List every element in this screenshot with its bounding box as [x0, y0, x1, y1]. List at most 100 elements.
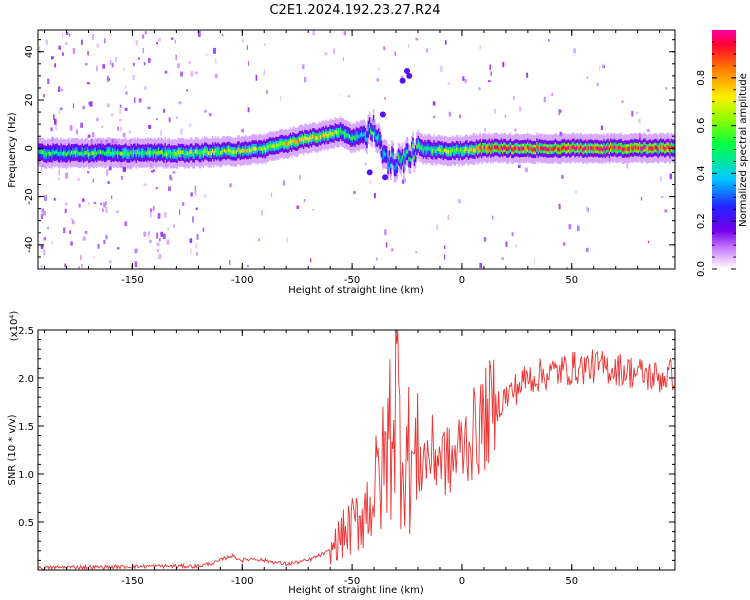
heatmap-cell — [204, 149, 206, 153]
heatmap-cell — [169, 174, 172, 180]
heatmap-cell — [499, 147, 501, 151]
heatmap-cell — [641, 146, 644, 151]
heatmap-cell — [229, 148, 231, 153]
heatmap-cell — [117, 247, 120, 250]
heatmap-cell — [143, 62, 146, 66]
heatmap-cell — [135, 152, 137, 157]
heatmap-cell — [312, 208, 315, 211]
heatmap-cell — [73, 150, 76, 155]
heatmap-cell — [385, 152, 388, 157]
heatmap-cell — [366, 137, 368, 142]
heatmap-x-axis: -150 -100 -50 0 50 — [44, 30, 661, 286]
heatmap-cell — [131, 265, 133, 269]
heatmap-cell — [369, 180, 371, 185]
heatmap-cell — [586, 147, 588, 152]
heatmap-cell — [195, 71, 198, 74]
heatmap-cell — [449, 149, 451, 154]
heatmap-cell — [657, 147, 659, 152]
heatmap-cell — [259, 146, 261, 151]
heatmap-cell — [158, 254, 162, 260]
heatmap-cell — [132, 75, 135, 81]
heatmap-cell — [214, 58, 217, 64]
heatmap-cell — [135, 40, 138, 46]
heatmap-cell — [111, 150, 114, 155]
heatmap-cell — [631, 110, 634, 117]
heatmap-cell — [119, 119, 122, 122]
heatmap-cell — [247, 148, 250, 153]
x-tick-label: -100 — [231, 275, 254, 286]
heatmap-cell — [378, 134, 380, 139]
heatmap-cell — [86, 82, 90, 85]
heatmap-cell — [86, 150, 89, 154]
heatmap-cell — [270, 192, 273, 198]
heatmap-cell — [600, 146, 603, 151]
heatmap-cell — [602, 147, 604, 152]
heatmap-cell — [45, 39, 48, 45]
heatmap-cell — [400, 159, 402, 164]
heatmap-cell — [411, 148, 413, 153]
heatmap-cell — [156, 41, 158, 45]
heatmap-cell — [200, 151, 202, 156]
heatmap-cell — [417, 142, 420, 147]
heatmap-cell — [109, 60, 112, 65]
heatmap-cell — [448, 111, 452, 117]
heatmap-cell — [118, 150, 120, 155]
heatmap-cell — [205, 149, 207, 153]
heatmap-cell — [94, 150, 97, 155]
y-tick-label: 0.5 — [18, 518, 34, 529]
heatmap-cell — [190, 248, 192, 255]
heatmap-cell — [415, 38, 419, 41]
heatmap-cell — [258, 238, 260, 242]
heatmap-cell — [428, 146, 430, 150]
heatmap-cell — [57, 177, 61, 180]
heatmap-cell — [491, 145, 493, 150]
heatmap-cell — [241, 128, 244, 133]
heatmap-cell — [501, 257, 504, 260]
heatmap-cell — [63, 151, 65, 156]
heatmap-cell — [119, 108, 122, 115]
heatmap-cell — [76, 150, 78, 155]
colorbar-axis: 0.0 0.2 0.4 0.6 0.8 — [696, 41, 736, 277]
heatmap-cell — [121, 175, 123, 180]
heatmap-cell — [72, 48, 76, 54]
heatmap-cell — [160, 149, 163, 154]
heatmap-cell — [143, 231, 147, 237]
heatmap-cell — [582, 147, 584, 152]
heatmap-cell — [286, 237, 288, 243]
heatmap-cell — [475, 146, 478, 150]
heatmap-cell — [305, 136, 307, 141]
heatmap-cell — [157, 248, 159, 253]
heatmap-cell — [489, 64, 492, 71]
heatmap-cell — [372, 121, 375, 126]
heatmap-cell — [559, 109, 562, 113]
heatmap-cell — [202, 227, 205, 232]
heatmap-cell — [254, 146, 256, 151]
heatmap-cell — [442, 149, 445, 154]
heatmap-cell — [171, 37, 174, 40]
heatmap-cell — [463, 148, 466, 153]
heatmap-cell — [407, 149, 409, 154]
snr-x-axis: -150 -100 -50 0 50 — [44, 330, 661, 587]
heatmap-cell — [358, 134, 360, 139]
heatmap-cell — [119, 104, 122, 108]
heatmap-cell — [508, 146, 510, 151]
heatmap-cell — [47, 150, 49, 155]
heatmap-cell — [387, 163, 389, 168]
heatmap-cell — [437, 147, 439, 151]
heatmap-cell — [134, 150, 136, 154]
heatmap-cell — [525, 146, 528, 151]
heatmap-cell — [271, 144, 273, 149]
heatmap-cell — [383, 46, 386, 51]
heatmap-cell — [409, 157, 412, 162]
heatmap-cell — [293, 139, 296, 144]
heatmap-cell — [49, 151, 52, 156]
heatmap-cell — [470, 147, 472, 152]
heatmap-cell — [244, 147, 247, 152]
heatmap-cell — [100, 202, 102, 206]
heatmap-cell — [505, 241, 508, 247]
heatmap-cell — [43, 151, 45, 156]
heatmap-cell — [143, 183, 147, 186]
heatmap-cell — [501, 146, 504, 151]
heatmap-cell — [640, 146, 642, 151]
heatmap-cell — [512, 147, 514, 152]
